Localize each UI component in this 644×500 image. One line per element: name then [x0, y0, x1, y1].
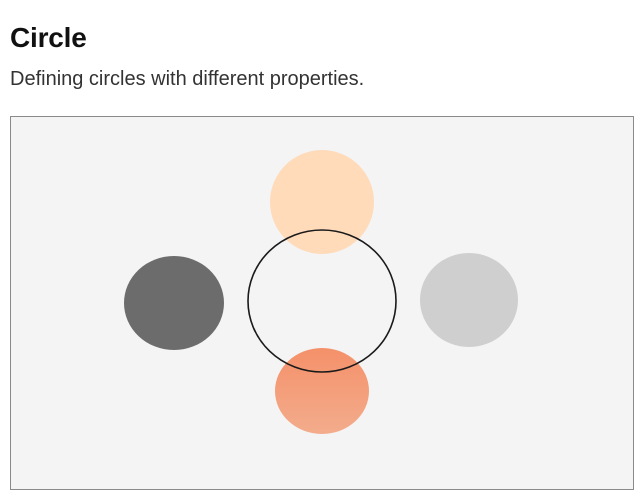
circles-svg — [124, 150, 518, 434]
light-gray-circle — [420, 253, 518, 347]
peach-circle — [270, 150, 374, 254]
outlined-circle — [247, 229, 397, 373]
salmon-circle — [275, 348, 369, 434]
drawing-canvas — [10, 116, 634, 490]
page-subtitle: Defining circles with different properti… — [10, 68, 365, 90]
dark-gray-circle — [124, 256, 224, 350]
page-title: Circle — [10, 22, 87, 53]
